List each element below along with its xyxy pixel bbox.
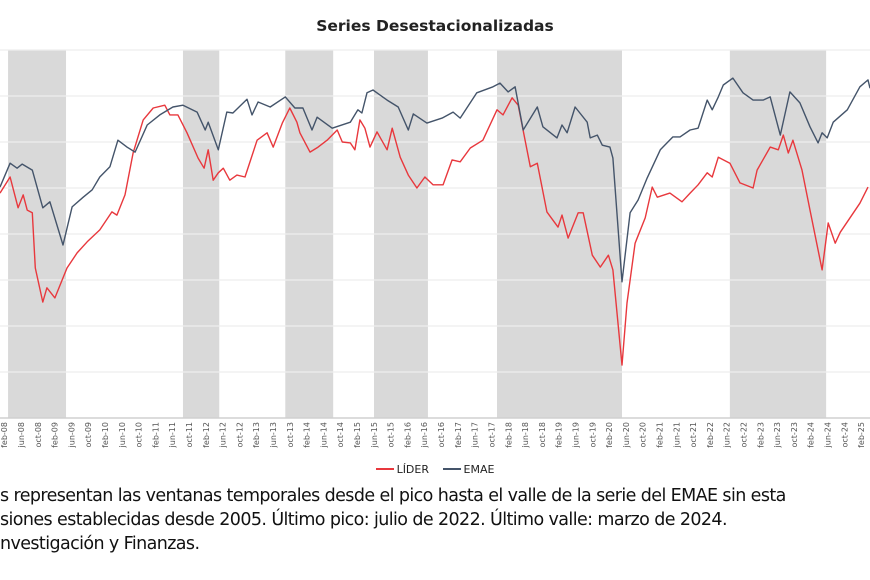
x-tick-label: oct-13	[286, 422, 295, 448]
x-tick-label: feb-17	[454, 422, 463, 448]
x-tick-label: jun-20	[622, 422, 631, 448]
legend-label-lider: LÍDER	[396, 462, 429, 476]
series-line-lider	[0, 97, 869, 366]
x-tick-label: jun-22	[723, 422, 732, 448]
x-tick-label: jun-09	[67, 422, 76, 448]
x-tick-label: feb-20	[605, 422, 614, 448]
x-tick-label: jun-21	[672, 422, 681, 448]
series-line-emae	[0, 77, 870, 283]
x-tick-label: jun-12	[219, 422, 228, 448]
x-tick-label: jun-19	[572, 422, 581, 448]
x-tick-label: oct-22	[740, 422, 749, 448]
footnote-line-3: nvestigación y Finanzas.	[0, 534, 200, 554]
x-tick-label: feb-10	[101, 422, 110, 448]
x-tick-label: oct-23	[790, 422, 799, 448]
x-tick-label: jun-17	[471, 422, 480, 448]
x-tick-label: oct-16	[437, 422, 446, 448]
x-tick-label: feb-24	[807, 422, 816, 448]
x-tick-label: oct-17	[488, 422, 497, 448]
x-tick-label: jun-11	[168, 422, 177, 448]
x-tick-label: feb-19	[555, 422, 564, 448]
x-tick-label: feb-12	[202, 422, 211, 448]
x-tick-label: jun-16	[420, 422, 429, 448]
x-tick-label: jun-24	[824, 422, 833, 448]
x-tick-label: feb-16	[403, 422, 412, 448]
x-tick-label: feb-08	[0, 422, 9, 448]
x-tick-label: jun-13	[269, 422, 278, 448]
x-tick-label: feb-25	[857, 422, 866, 448]
x-tick-label: oct-21	[689, 422, 698, 448]
chart-title: Series Desestacionalizadas	[316, 17, 554, 35]
x-tick-label: oct-14	[336, 422, 345, 448]
x-tick-label: oct-10	[135, 422, 144, 448]
legend-item-emae: EMAE	[442, 462, 495, 476]
x-tick-label: oct-08	[34, 422, 43, 448]
legend: LÍDER EMAE	[0, 460, 870, 476]
x-tick-label: jun-23	[773, 422, 782, 448]
footnote-line-1: s representan las ventanas temporales de…	[0, 486, 786, 506]
x-tick-label: feb-22	[706, 422, 715, 448]
x-axis-tick-labels: feb-08 jun-08 oct-08 feb-09 jun-09 oct-09 feb-…	[0, 422, 866, 448]
x-tick-label: feb-14	[303, 422, 312, 448]
x-tick-label: oct-18	[538, 422, 547, 448]
footnote-line-2: siones establecidas desde 2005. Último p…	[0, 510, 728, 530]
x-tick-label: oct-15	[387, 422, 396, 448]
x-tick-label: oct-12	[235, 422, 244, 448]
x-tick-label: feb-18	[504, 422, 513, 448]
x-tick-label: oct-20	[639, 422, 648, 448]
x-tick-label: feb-09	[51, 422, 60, 448]
x-tick-label: jun-10	[118, 422, 127, 448]
x-tick-label: feb-13	[252, 422, 261, 448]
legend-swatch-emae	[442, 468, 461, 470]
legend-item-lider: LÍDER	[375, 462, 429, 476]
x-tick-label: jun-08	[17, 422, 26, 448]
x-tick-label: jun-15	[370, 422, 379, 448]
x-tick-label: oct-09	[84, 422, 93, 448]
line-chart: feb-08 jun-08 oct-08 feb-09 jun-09 oct-09 feb-…	[0, 49, 870, 448]
x-tick-label: feb-23	[756, 422, 765, 448]
legend-swatch-lider	[375, 468, 394, 470]
x-tick-label: oct-11	[185, 422, 194, 448]
x-tick-label: oct-19	[588, 422, 597, 448]
x-tick-label: feb-11	[151, 422, 160, 448]
x-tick-label: feb-21	[656, 422, 665, 448]
legend-label-emae: EMAE	[463, 462, 495, 476]
x-tick-label: jun-18	[521, 422, 530, 448]
x-tick-label: oct-24	[840, 422, 849, 448]
gridlines	[0, 49, 870, 419]
x-tick-label: jun-14	[319, 422, 328, 448]
x-tick-label: feb-15	[353, 422, 362, 448]
series-lines	[0, 77, 870, 366]
